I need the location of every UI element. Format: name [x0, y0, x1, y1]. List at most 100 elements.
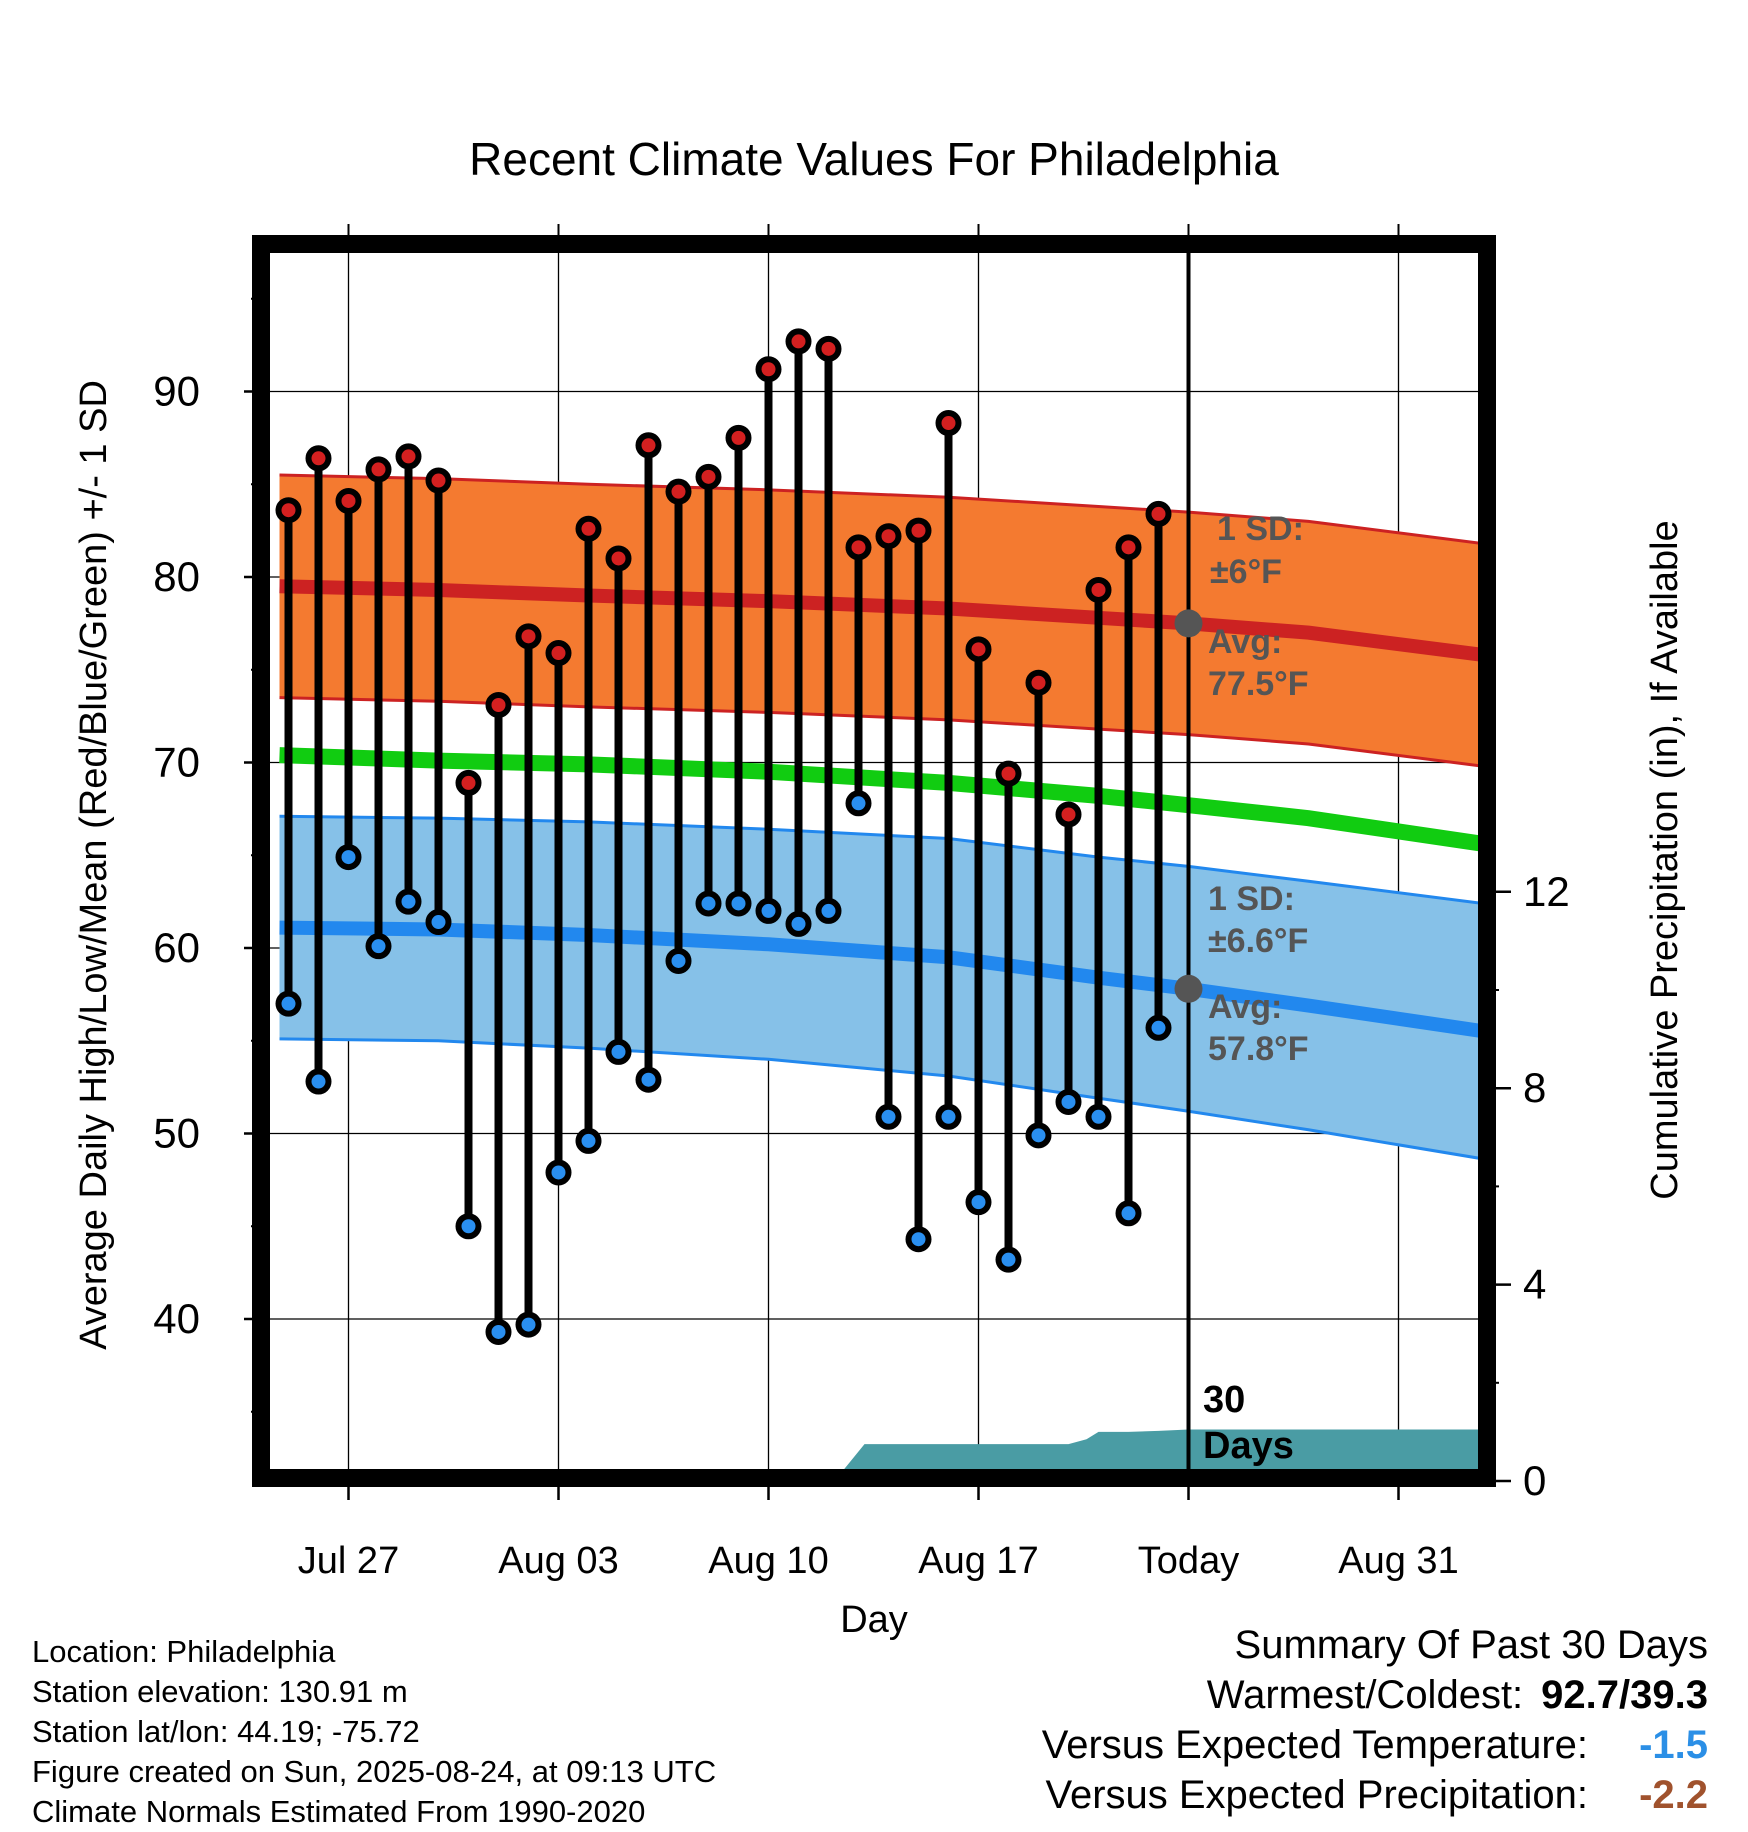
chart-title: Recent Climate Values For Philadelphia: [469, 133, 1279, 185]
summary-title: Summary Of Past 30 Days: [1234, 1623, 1708, 1667]
daily-high-point: [845, 534, 872, 561]
daily-low-point: [335, 844, 362, 871]
latlon-text: Station lat/lon: 44.19; -75.72: [32, 1714, 420, 1749]
daily-high-point: [1025, 669, 1052, 696]
daily-low-point: [965, 1189, 992, 1216]
daily-low-point: [1085, 1103, 1112, 1130]
window-label: Days: [1203, 1425, 1294, 1467]
y-tick-label: 70: [153, 739, 200, 786]
warmest-value: 92.7/39.3: [1541, 1673, 1708, 1717]
daily-high-point: [365, 456, 392, 483]
daily-low-point: [665, 947, 692, 974]
daily-high-point: [455, 769, 482, 796]
daily-high-point: [305, 445, 332, 472]
daily-high-point: [905, 517, 932, 544]
precip-label: Versus Expected Precipitation:: [1045, 1773, 1588, 1817]
daily-high-point: [935, 410, 962, 437]
summary-panel: Summary Of Past 30 Days Warmest/Coldest:…: [1042, 1620, 1708, 1820]
daily-high-point: [545, 640, 572, 667]
daily-high-point: [485, 691, 512, 718]
daily-low-point: [905, 1226, 932, 1253]
high-sd-label: 1 SD:: [1217, 510, 1304, 548]
daily-high-point: [1145, 500, 1172, 527]
elevation-text: Station elevation: 130.91 m: [32, 1674, 408, 1709]
y2-tick-label: 8: [1523, 1064, 1546, 1111]
daily-low-point: [515, 1311, 542, 1338]
daily-high-point: [395, 443, 422, 470]
low-sd-value: ±6.6°F: [1208, 922, 1308, 960]
daily-low-point: [695, 890, 722, 917]
daily-low-point: [875, 1103, 902, 1130]
daily-low-point: [1025, 1122, 1052, 1149]
y-tick-label: 90: [153, 368, 200, 415]
daily-low-point: [755, 897, 782, 924]
daily-high-point: [725, 424, 752, 451]
location-text: Location: Philadelphia: [32, 1634, 336, 1669]
daily-high-point: [425, 467, 452, 494]
daily-high-point: [755, 356, 782, 383]
x-tick-label: Aug 10: [708, 1540, 828, 1582]
daily-high-point: [335, 487, 362, 514]
daily-high-point: [995, 760, 1022, 787]
plot-area: [261, 244, 1487, 1478]
plot-frame: [252, 235, 1496, 1487]
x-tick-label: Aug 03: [498, 1540, 618, 1582]
daily-low-point: [455, 1213, 482, 1240]
daily-low-point: [1055, 1088, 1082, 1115]
today-low-avg-marker: [1174, 974, 1203, 1003]
window-label: 30: [1203, 1379, 1245, 1421]
y-tick-label: 40: [153, 1295, 200, 1342]
daily-high-point: [1055, 801, 1082, 828]
y-tick-label: 50: [153, 1110, 200, 1157]
daily-low-point: [785, 910, 812, 937]
daily-low-point: [395, 888, 422, 915]
daily-low-point: [275, 990, 302, 1017]
daily-low-point: [305, 1068, 332, 1095]
daily-high-point: [635, 432, 662, 459]
daily-high-point: [275, 497, 302, 524]
x-tick-label: Today: [1138, 1540, 1239, 1582]
daily-high-point: [665, 478, 692, 505]
daily-low-point: [485, 1318, 512, 1345]
daily-low-point: [1115, 1200, 1142, 1227]
daily-low-point: [995, 1246, 1022, 1273]
daily-high-point: [1115, 534, 1142, 561]
precip-row: Versus Expected Precipitation: -2.2: [1042, 1770, 1708, 1820]
x-tick-label: Jul 27: [298, 1540, 399, 1582]
low-avg-label: Avg:: [1208, 988, 1282, 1026]
warmest-row: Warmest/Coldest: 92.7/39.3: [1042, 1670, 1708, 1720]
high-avg-label: Avg:: [1208, 623, 1282, 661]
daily-low-point: [545, 1159, 572, 1186]
high-sd-value: ±6°F: [1210, 553, 1282, 591]
y2-axis-label: Cumulative Precipitation (in), If Availa…: [1644, 520, 1686, 1199]
high-avg-value: 77.5°F: [1208, 665, 1309, 703]
daily-low-point: [815, 897, 842, 924]
daily-low-point: [845, 790, 872, 817]
daily-high-point: [1085, 576, 1112, 603]
created-text: Figure created on Sun, 2025-08-24, at 09…: [32, 1754, 717, 1789]
x-axis-label: Day: [840, 1599, 908, 1641]
temp-label: Versus Expected Temperature:: [1041, 1723, 1588, 1767]
daily-low-point: [365, 933, 392, 960]
daily-low-point: [635, 1066, 662, 1093]
y2-tick-label: 4: [1523, 1261, 1546, 1308]
y2-tick-label: 12: [1523, 868, 1570, 915]
today-high-avg-marker: [1174, 609, 1203, 638]
y-tick-label: 60: [153, 924, 200, 971]
daily-low-point: [425, 909, 452, 936]
high-sd-band: [279, 474, 1487, 767]
precip-value: -2.2: [1639, 1773, 1708, 1817]
x-tick-label: Aug 31: [1338, 1540, 1458, 1582]
daily-low-point: [725, 890, 752, 917]
daily-high-point: [695, 463, 722, 490]
daily-low-point: [1145, 1014, 1172, 1041]
low-avg-value: 57.8°F: [1208, 1030, 1309, 1068]
daily-high-point: [575, 515, 602, 542]
temp-row: Versus Expected Temperature: -1.5: [1042, 1720, 1708, 1770]
daily-low-point: [575, 1127, 602, 1154]
y2-tick-label: 0: [1523, 1457, 1546, 1504]
temp-value: -1.5: [1639, 1723, 1708, 1767]
daily-high-point: [875, 523, 902, 550]
warmest-label: Warmest/Coldest:: [1206, 1673, 1524, 1717]
